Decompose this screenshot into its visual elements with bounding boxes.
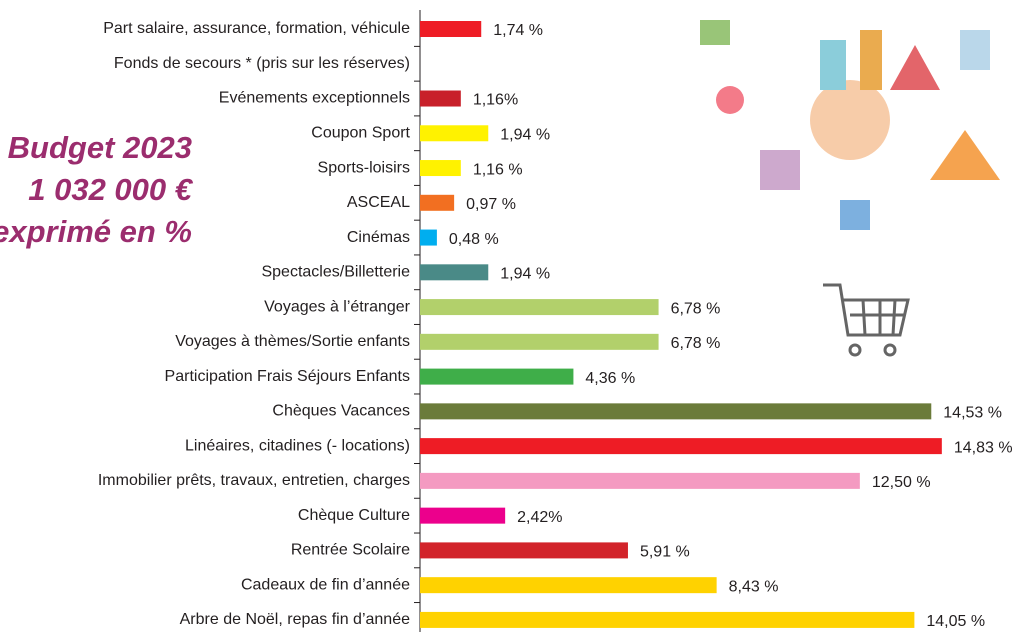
y-tick-label: Sports-loisirs xyxy=(318,159,410,176)
value-label: 0,97 % xyxy=(466,196,516,213)
bar xyxy=(420,403,931,419)
bar xyxy=(420,125,488,141)
y-tick-label: Linéaires, citadines (- locations) xyxy=(185,437,410,454)
bar xyxy=(420,577,717,593)
value-label: 1,94 % xyxy=(500,126,550,143)
y-tick-label: Voyages à l’étranger xyxy=(264,298,411,315)
chart: Budget 2023 1 032 000 € exprimé en % Par… xyxy=(0,0,1028,632)
value-label: 1,16% xyxy=(473,92,518,109)
bar xyxy=(420,612,914,628)
value-label: 0,48 % xyxy=(449,231,499,248)
y-tick-label: Chèques Vacances xyxy=(272,403,410,420)
chart-subtitle: 1 032 000 € xyxy=(28,172,194,207)
value-label: 1,74 % xyxy=(493,22,543,39)
bar xyxy=(420,508,505,524)
y-tick-label: Chèque Culture xyxy=(298,507,410,524)
y-tick-label: Part salaire, assurance, formation, véhi… xyxy=(103,20,410,37)
annotation: exprimé en % xyxy=(0,214,192,249)
bar xyxy=(420,369,573,385)
bar xyxy=(420,91,461,107)
y-tick-label: Coupon Sport xyxy=(311,124,410,141)
y-tick-label: Spectacles/Billetterie xyxy=(261,264,410,281)
y-tick-label: Rentrée Scolaire xyxy=(291,542,410,559)
y-tick-label: Cadeaux de fin d’année xyxy=(241,576,410,593)
value-label: 14,53 % xyxy=(943,405,1002,422)
y-tick-label: Arbre de Noël, repas fin d’année xyxy=(180,611,410,628)
bar xyxy=(420,473,860,489)
bar xyxy=(420,230,437,246)
y-tick-label: Participation Frais Séjours Enfants xyxy=(165,368,410,385)
y-tick-label: Cinémas xyxy=(347,229,410,246)
y-tick-label: Evénements exceptionnels xyxy=(219,90,410,107)
bar xyxy=(420,334,659,350)
value-label: 14,83 % xyxy=(954,439,1013,456)
value-label: 6,78 % xyxy=(671,300,721,317)
y-tick-label: Fonds de secours * (pris sur les réserve… xyxy=(114,55,410,72)
bar xyxy=(420,21,481,37)
y-tick-label: ASCEAL xyxy=(347,194,410,211)
bar xyxy=(420,195,454,211)
value-label: 1,94 % xyxy=(500,266,550,283)
bar xyxy=(420,542,628,558)
bar xyxy=(420,299,659,315)
y-tick-label: Voyages à thèmes/Sortie enfants xyxy=(175,333,410,350)
y-tick-label: Immobilier prêts, travaux, entretien, ch… xyxy=(98,472,410,489)
value-label: 1,16 % xyxy=(473,161,523,178)
bar xyxy=(420,160,461,176)
value-label: 6,78 % xyxy=(671,335,721,352)
chart-title: Budget 2023 xyxy=(8,130,192,165)
value-label: 8,43 % xyxy=(729,578,779,595)
value-label: 14,05 % xyxy=(926,613,985,630)
value-label: 4,36 % xyxy=(585,370,635,387)
value-label: 12,50 % xyxy=(872,474,931,491)
value-label: 2,42% xyxy=(517,509,562,526)
bar xyxy=(420,264,488,280)
value-label: 5,91 % xyxy=(640,544,690,561)
illustration xyxy=(700,20,1000,355)
bar xyxy=(420,438,942,454)
